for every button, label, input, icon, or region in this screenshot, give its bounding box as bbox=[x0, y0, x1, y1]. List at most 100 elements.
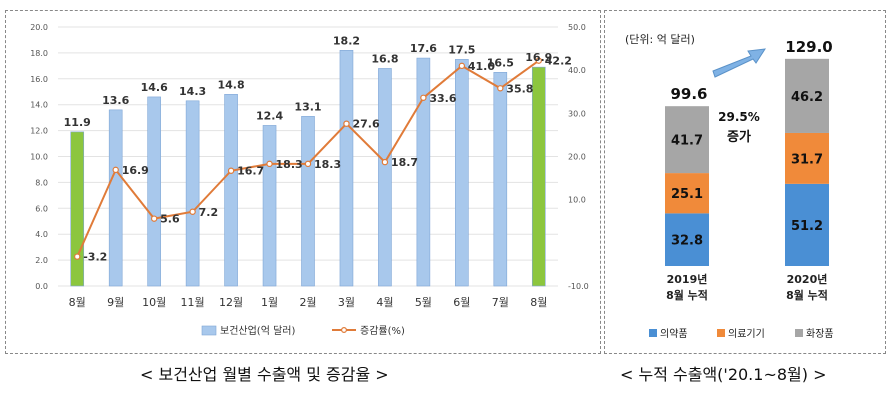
bar-value-label: 13.6 bbox=[102, 94, 129, 107]
bar-value-label: 13.1 bbox=[294, 100, 321, 113]
growth-rate-label: -3.2 bbox=[83, 251, 107, 264]
left-axis-tick-label: 10.0 bbox=[30, 153, 48, 162]
category-tick-label: 10월 bbox=[142, 296, 166, 309]
growth-rate-point bbox=[74, 253, 81, 260]
stack-segment bbox=[785, 183, 829, 266]
bar bbox=[70, 131, 85, 287]
cumulative-export-chart: (단위: 억 달러) 29.5% 증가 32.8 25.1 41.7 99.6 2019… bbox=[625, 33, 834, 340]
bar-value-label: 16.5 bbox=[487, 56, 514, 69]
bar bbox=[378, 68, 392, 287]
growth-rate-label: 16.7 bbox=[237, 165, 264, 178]
right-axis-tick-label: 10.0 bbox=[568, 196, 586, 205]
left-axis-tick-label: 6.0 bbox=[35, 204, 48, 213]
category-tick-label: 12월 bbox=[219, 296, 243, 309]
growth-rate-point bbox=[189, 208, 196, 215]
legend-label-line: 증감률(%) bbox=[360, 325, 405, 337]
legend-swatch-bar bbox=[201, 325, 217, 336]
growth-rate-label: 18.7 bbox=[391, 156, 418, 169]
category-label-period: 8월 누적 bbox=[786, 288, 828, 302]
growth-rate-point bbox=[497, 85, 504, 92]
growth-arrow bbox=[712, 48, 766, 78]
category-label-year: 2019년 bbox=[667, 272, 708, 286]
bar bbox=[147, 96, 161, 287]
stack-segment bbox=[665, 106, 709, 174]
bar-value-label: 14.8 bbox=[218, 78, 245, 91]
bar-value-label: 14.3 bbox=[179, 85, 206, 98]
bar-value-label: 17.6 bbox=[410, 42, 437, 55]
legend-label: 의약품 bbox=[660, 328, 688, 340]
category-tick-label: 7월 bbox=[492, 296, 509, 309]
category-tick-label: 4월 bbox=[376, 296, 393, 309]
right-axis-tick-label: 20.0 bbox=[568, 153, 586, 162]
segment-value-label: 41.7 bbox=[671, 134, 703, 149]
left-axis-tick-label: 12.0 bbox=[30, 127, 48, 136]
left-axis-tick-label: 4.0 bbox=[35, 230, 48, 239]
growth-rate-label: 16.9 bbox=[122, 164, 149, 177]
growth-rate-label: 42.2 bbox=[545, 55, 572, 68]
category-tick-label: 8월 bbox=[69, 296, 86, 309]
growth-rate-label: 27.6 bbox=[352, 118, 379, 131]
monthly-export-chart-panel: 0.0 2.0 4.0 6.0 8.0 10.0 12.0 14.0 16.0 18.0 20.0 -… bbox=[5, 10, 601, 354]
growth-rate-label: 35.8 bbox=[506, 82, 533, 95]
right-caption: < 누적 수출액('20.1~8월) > bbox=[620, 365, 827, 384]
category-tick-label: 9월 bbox=[107, 296, 124, 309]
left-caption: < 보건산업 월별 수출액 및 증감율 > bbox=[140, 365, 389, 384]
right-axis-tick-label: -10.0 bbox=[568, 282, 589, 291]
growth-word-label: 증가 bbox=[727, 130, 751, 145]
growth-rate-label: 41.0 bbox=[468, 60, 495, 73]
legend-label: 화장품 bbox=[806, 328, 834, 340]
category-tick-label: 6월 bbox=[453, 296, 470, 309]
left-axis-tick-label: 14.0 bbox=[30, 101, 48, 110]
total-value-label: 129.0 bbox=[785, 38, 832, 56]
bar-value-label: 16.8 bbox=[371, 52, 398, 65]
segment-value-label: 32.8 bbox=[671, 234, 703, 249]
category-tick-label: 5월 bbox=[415, 296, 432, 309]
left-axis-tick-label: 16.0 bbox=[30, 75, 48, 84]
bar-value-label: 12.4 bbox=[256, 109, 283, 122]
legend-label-bar: 보건산업(억 달러) bbox=[220, 324, 295, 337]
left-axis-tick-label: 8.0 bbox=[35, 178, 48, 187]
legend-swatch bbox=[717, 329, 725, 337]
monthly-export-chart: 0.0 2.0 4.0 6.0 8.0 10.0 12.0 14.0 16.0 18.0 20.0 -… bbox=[30, 23, 589, 337]
growth-rate-point bbox=[266, 160, 273, 168]
stack-segment bbox=[665, 173, 709, 214]
bar bbox=[185, 100, 200, 287]
growth-rate-point bbox=[112, 166, 119, 174]
segment-value-label: 25.1 bbox=[671, 187, 703, 202]
left-axis-tick-label: 20.0 bbox=[30, 23, 48, 32]
left-axis-tick-label: 18.0 bbox=[30, 49, 48, 58]
bar bbox=[493, 72, 508, 287]
total-value-label: 99.6 bbox=[670, 85, 707, 103]
stack-segment bbox=[665, 213, 709, 266]
category-tick-label: 1월 bbox=[261, 296, 278, 309]
legend-swatch bbox=[649, 329, 657, 337]
growth-rate-point bbox=[458, 62, 466, 70]
right-axis-tick-label: 30.0 bbox=[568, 109, 586, 118]
bar-value-label: 11.9 bbox=[64, 116, 91, 129]
growth-rate-point bbox=[304, 160, 312, 168]
category-label-period: 8월 누적 bbox=[666, 288, 708, 302]
stack-segment bbox=[785, 58, 829, 133]
right-axis-tick-label: 50.0 bbox=[568, 23, 586, 32]
cumulative-export-chart-panel: (단위: 억 달러) 29.5% 증가 32.8 25.1 41.7 99.6 2019… bbox=[604, 10, 886, 354]
legend-swatch-marker bbox=[341, 327, 348, 334]
growth-rate-label: 33.6 bbox=[429, 92, 456, 105]
growth-rate-label: 29.5% bbox=[718, 110, 760, 124]
growth-rate-point bbox=[227, 167, 235, 174]
bar bbox=[224, 94, 238, 287]
segment-value-label: 51.2 bbox=[791, 219, 823, 234]
growth-rate-label: 18.3 bbox=[276, 158, 303, 171]
category-tick-label: 2월 bbox=[299, 296, 316, 309]
bar-value-label: 14.6 bbox=[141, 81, 168, 94]
bar bbox=[531, 66, 546, 287]
bar-value-label: 18.2 bbox=[333, 34, 360, 47]
bar bbox=[455, 59, 469, 287]
left-axis-tick-label: 0.0 bbox=[35, 282, 48, 291]
category-tick-label: 8월 bbox=[530, 296, 547, 309]
growth-rate-label: 5.6 bbox=[160, 213, 180, 226]
legend-swatch bbox=[795, 329, 803, 337]
growth-rate-point bbox=[535, 57, 542, 64]
bar-value-label: 16.9 bbox=[525, 51, 552, 64]
growth-rate-label: 18.3 bbox=[314, 158, 341, 171]
